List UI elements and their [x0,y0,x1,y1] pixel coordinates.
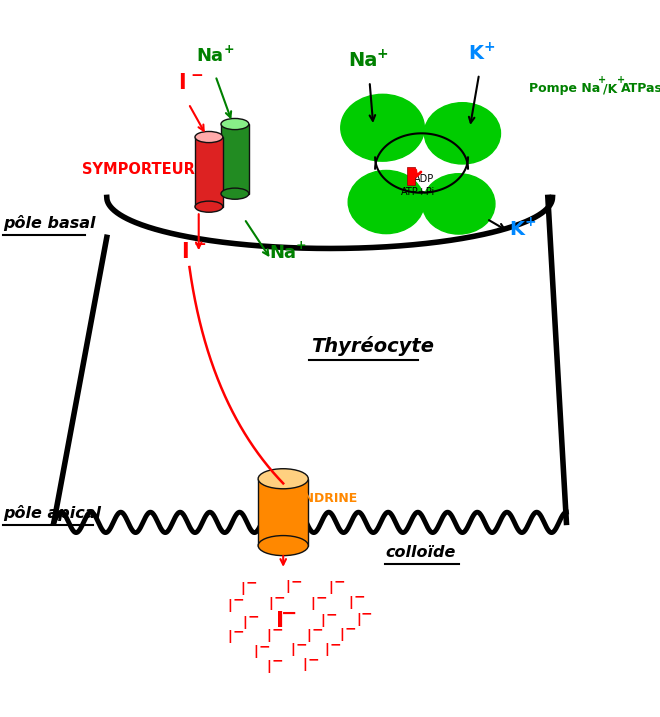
Text: Na: Na [197,47,224,65]
Text: Na: Na [348,52,378,70]
Ellipse shape [424,103,500,164]
Text: I: I [328,580,333,598]
Text: −: − [248,609,259,623]
Ellipse shape [258,469,308,489]
Text: PENDRINE: PENDRINE [287,492,358,505]
Text: I: I [269,596,274,614]
Text: I: I [243,614,248,632]
Text: −: − [233,592,244,607]
Text: I: I [254,645,259,663]
Text: −: − [259,639,271,653]
Text: −: − [272,654,283,668]
Text: I: I [181,242,189,262]
Text: −: − [193,237,206,252]
Text: I: I [325,642,329,660]
Text: I: I [178,72,186,92]
Text: +: + [377,47,389,61]
Bar [195,137,223,206]
Ellipse shape [221,118,249,130]
Bar [258,479,308,546]
Text: −: − [272,622,283,636]
Text: +: + [295,239,306,252]
Text: I: I [348,595,354,613]
Text: −: − [354,589,365,604]
Text: I: I [356,612,361,630]
Text: I: I [290,642,295,660]
Text: Pompe Na: Pompe Na [529,82,601,95]
Text: K: K [468,44,483,63]
Ellipse shape [195,201,223,212]
Text: I: I [285,579,290,597]
Text: pôle basal: pôle basal [3,215,95,231]
Ellipse shape [221,188,249,199]
Text: I: I [307,627,312,645]
Text: +: + [224,42,234,55]
Text: I: I [228,630,233,647]
Ellipse shape [258,536,308,556]
Text: −: − [280,604,297,623]
Ellipse shape [422,174,495,234]
Text: colloïde: colloïde [385,545,455,560]
Bar [407,167,415,185]
Text: −: − [333,575,345,589]
Text: Na: Na [269,244,296,262]
Text: I: I [310,596,315,614]
Text: −: − [325,607,337,622]
Text: −: − [329,637,341,651]
Text: −: − [312,622,323,636]
Text: I: I [302,657,307,675]
Text: K: K [509,219,524,239]
Text: −: − [361,607,373,620]
Text: −: − [233,624,244,638]
Text: I: I [228,598,233,616]
Bar [221,124,249,194]
Ellipse shape [195,131,223,143]
Text: −: − [345,621,356,635]
Text: I: I [277,611,284,631]
Text: −: − [315,591,327,604]
Ellipse shape [348,171,424,234]
Text: −: − [290,574,302,588]
Ellipse shape [341,95,424,161]
Text: Thyréocyte: Thyréocyte [311,336,434,356]
Text: I: I [339,627,344,645]
Text: SYMPORTEUR: SYMPORTEUR [82,162,195,177]
Text: ATPas: ATPas [621,82,660,95]
Text: +: + [484,39,496,54]
Text: −: − [307,652,319,666]
Text: ADP: ADP [414,174,434,184]
Text: I: I [267,659,272,677]
Text: ATP+Pi: ATP+Pi [401,186,436,196]
Text: pôle apical: pôle apical [3,505,101,521]
Text: +: + [525,215,537,229]
Text: I: I [267,627,272,645]
Text: +: + [598,75,606,85]
Text: −: − [295,637,307,651]
Text: +: + [616,75,624,85]
Text: I: I [321,613,325,631]
Text: −: − [246,576,257,590]
Text: −: − [274,591,285,604]
Text: I: I [241,581,246,599]
Text: /K: /K [603,82,617,95]
Text: −: − [190,68,203,83]
